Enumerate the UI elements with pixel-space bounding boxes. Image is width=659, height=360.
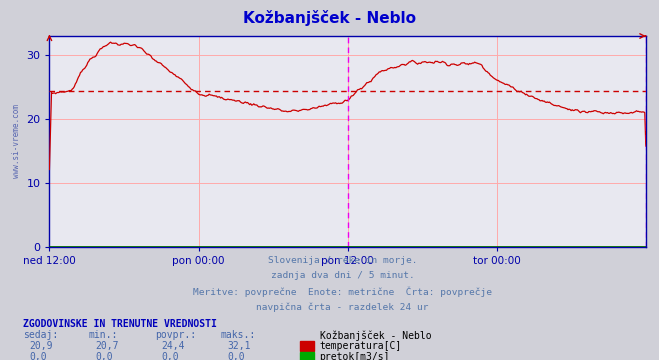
- Text: Kožbanjšček - Neblo: Kožbanjšček - Neblo: [243, 10, 416, 26]
- Text: Kožbanjšček - Neblo: Kožbanjšček - Neblo: [320, 330, 431, 341]
- Text: 24,4: 24,4: [161, 341, 185, 351]
- Text: 20,9: 20,9: [30, 341, 53, 351]
- Text: 0,0: 0,0: [96, 352, 113, 360]
- Text: sedaj:: sedaj:: [23, 330, 58, 341]
- Text: 0,0: 0,0: [161, 352, 179, 360]
- Text: 0,0: 0,0: [30, 352, 47, 360]
- Text: navpična črta - razdelek 24 ur: navpična črta - razdelek 24 ur: [256, 302, 429, 311]
- Text: www.si-vreme.com: www.si-vreme.com: [12, 104, 21, 178]
- Text: 32,1: 32,1: [227, 341, 251, 351]
- Text: Slovenija / reke in morje.: Slovenija / reke in morje.: [268, 256, 417, 265]
- Text: ZGODOVINSKE IN TRENUTNE VREDNOSTI: ZGODOVINSKE IN TRENUTNE VREDNOSTI: [23, 319, 217, 329]
- Text: temperatura[C]: temperatura[C]: [320, 341, 402, 351]
- Text: maks.:: maks.:: [221, 330, 256, 341]
- Text: min.:: min.:: [89, 330, 119, 341]
- Text: Meritve: povprečne  Enote: metrične  Črta: povprečje: Meritve: povprečne Enote: metrične Črta:…: [193, 287, 492, 297]
- Text: pretok[m3/s]: pretok[m3/s]: [320, 352, 390, 360]
- Text: 0,0: 0,0: [227, 352, 245, 360]
- Text: 20,7: 20,7: [96, 341, 119, 351]
- Text: povpr.:: povpr.:: [155, 330, 196, 341]
- Text: zadnja dva dni / 5 minut.: zadnja dva dni / 5 minut.: [271, 271, 415, 280]
